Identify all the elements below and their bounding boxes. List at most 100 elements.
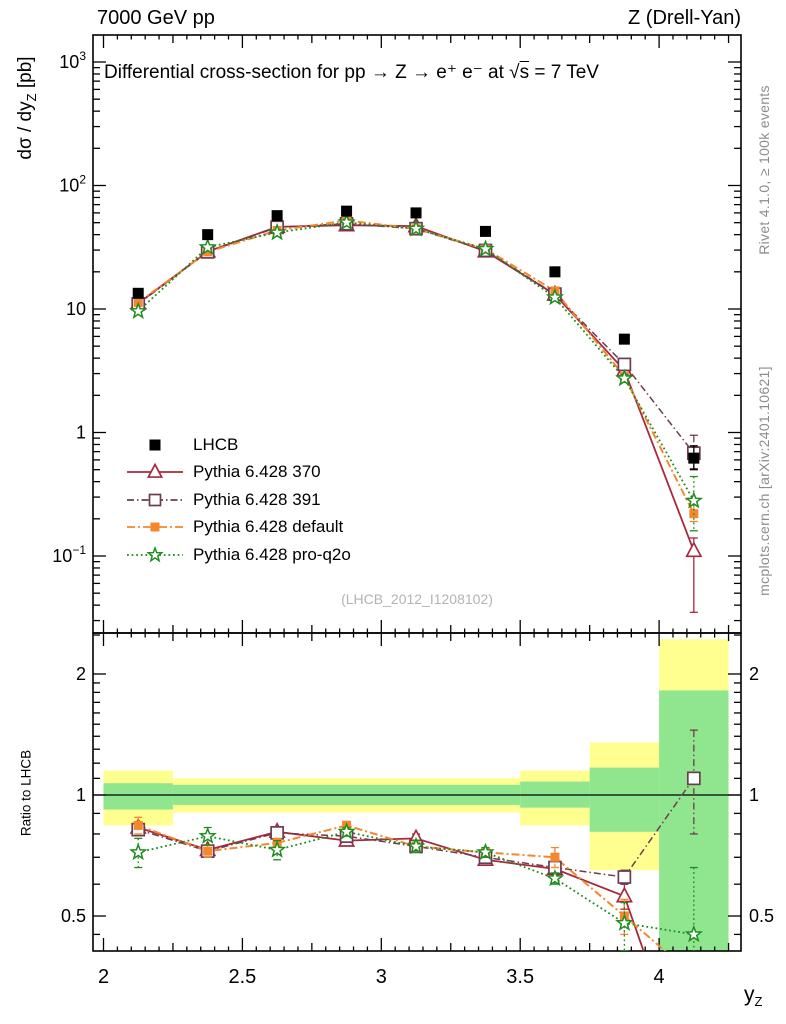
plot-title: Differential cross-section for pp → Z → … <box>104 61 599 84</box>
x-axis-label-sub: Z <box>754 994 763 1010</box>
legend-item-pythia-6-428-391: Pythia 6.428 391 <box>126 486 351 514</box>
data-point-marker <box>202 229 214 241</box>
legend-item-pythia-6-428-pro-q2o: Pythia 6.428 pro-q2o <box>126 541 351 569</box>
legend-label: LHCB <box>193 434 239 454</box>
legend-label: Pythia 6.428 pro-q2o <box>193 544 351 564</box>
ratio-tick-label-right: 0.5 <box>749 906 774 926</box>
legend-label: Pythia 6.428 default <box>193 517 344 537</box>
x-axis-label-main: y <box>744 983 755 1006</box>
legend-marker-sample <box>149 439 161 451</box>
axis-ticks <box>93 35 741 951</box>
data-point-marker <box>686 771 701 786</box>
ratio-tick-label-left: 0.5 <box>61 906 86 926</box>
data-point-marker <box>270 826 284 840</box>
data-point-marker <box>479 225 491 237</box>
beam-info-label: 7000 GeV pp <box>97 7 215 29</box>
data-point-marker <box>203 846 213 856</box>
analysis-id-watermark: (LHCB_2012_I1208102) <box>341 591 493 607</box>
legend-item-lhcb: LHCB <box>126 431 351 459</box>
data-point-marker <box>684 924 704 943</box>
x-axis-label: yZ <box>744 983 762 1009</box>
ratio-tick-label-right: 2 <box>749 664 759 684</box>
data-point-marker <box>341 205 353 217</box>
data-point-marker <box>337 212 356 231</box>
data-point-marker <box>549 266 561 278</box>
data-point-marker <box>146 462 164 479</box>
green-uncertainty-band <box>589 767 660 832</box>
y-tick-label: 1 <box>76 423 86 443</box>
data-point-marker <box>149 439 161 451</box>
data-point-marker <box>615 913 634 931</box>
data-point-marker <box>476 239 495 257</box>
data-point-marker <box>476 842 495 861</box>
data-point-marker <box>129 842 148 861</box>
legend-marker-sample <box>127 522 183 532</box>
plot-title-text: Differential cross-section for pp → Z → … <box>104 62 510 83</box>
y-tick-label: 102 <box>59 173 86 196</box>
legend: LHCB Pythia 6.428 370 Pythia 6.428 391 Pyth… <box>126 431 351 569</box>
mcplots-arxiv-note: mcplots.cern.ch [arXiv:2401.10621] <box>756 366 772 596</box>
legend-marker-sample <box>127 493 183 507</box>
ratio-tick-label-left: 1 <box>76 785 86 805</box>
data-point-marker <box>271 210 283 222</box>
legend-marker-sample <box>127 462 183 479</box>
data-point-marker <box>267 222 287 241</box>
data-point-marker <box>132 287 144 299</box>
data-point-marker <box>685 541 703 558</box>
x-tick-label: 3.5 <box>506 966 534 988</box>
sqrt-s-symbol: √ <box>509 62 520 83</box>
ratio-axis-label: Ratio to LHCB <box>18 749 34 837</box>
ratio-panel-series <box>129 729 704 951</box>
data-point-marker <box>267 840 287 858</box>
legend-item-pythia-6-428-default: Pythia 6.428 default <box>126 514 351 542</box>
data-point-marker <box>203 247 213 257</box>
data-point-marker <box>688 452 700 464</box>
x-tick-label: 4 <box>654 966 665 988</box>
y-axis-label: dσ / dyZ [pb] <box>15 56 39 159</box>
plot-title-suffix: = 7 TeV <box>529 62 599 83</box>
data-point-marker <box>545 868 565 887</box>
data-point-marker <box>410 207 422 219</box>
data-point-marker <box>550 852 560 862</box>
series-line-main <box>137 223 695 454</box>
y-axis-label-sub: Z <box>23 93 39 102</box>
data-point-marker <box>684 491 704 509</box>
data-point-marker <box>406 836 426 855</box>
ratio-uncertainty-bands <box>103 639 729 951</box>
legend-label: Pythia 6.428 391 <box>193 489 321 509</box>
data-point-marker <box>150 522 160 532</box>
y-tick-label: 10−1 <box>52 543 86 566</box>
data-point-marker <box>133 820 143 830</box>
data-point-marker <box>617 870 632 884</box>
legend-marker-sample <box>127 545 183 563</box>
data-point-marker <box>615 368 634 387</box>
data-point-marker <box>129 301 148 320</box>
legend-label: Pythia 6.428 370 <box>193 462 321 482</box>
x-tick-label: 2 <box>98 966 109 988</box>
x-tick-label: 3 <box>376 966 387 988</box>
y-axis-label-unit: [pb] <box>15 56 37 94</box>
data-point-marker <box>148 493 162 507</box>
series-line-ratio <box>137 830 694 936</box>
ratio-tick-label-right: 1 <box>749 785 759 805</box>
data-point-marker <box>146 545 164 563</box>
ratio-panel-frame <box>92 632 742 952</box>
data-point-marker <box>618 333 630 345</box>
data-point-marker <box>198 826 217 844</box>
y-tick-label: 10 <box>66 299 86 319</box>
data-point-marker <box>545 287 565 306</box>
data-point-marker <box>617 357 632 372</box>
green-uncertainty-band <box>103 783 173 810</box>
sqrt-s-arg: s <box>519 62 530 83</box>
y-tick-label: 103 <box>59 49 86 72</box>
rivet-version-note: Rivet 4.1.0, ≥ 100k events <box>756 85 772 255</box>
x-tick-label: 2.5 <box>228 966 256 988</box>
process-label: Z (Drell-Yan) <box>628 7 741 29</box>
ratio-tick-label-left: 2 <box>76 664 86 684</box>
data-point-marker <box>198 237 217 256</box>
legend-item-pythia-6-428-370: Pythia 6.428 370 <box>126 459 351 487</box>
data-point-marker <box>406 219 426 237</box>
